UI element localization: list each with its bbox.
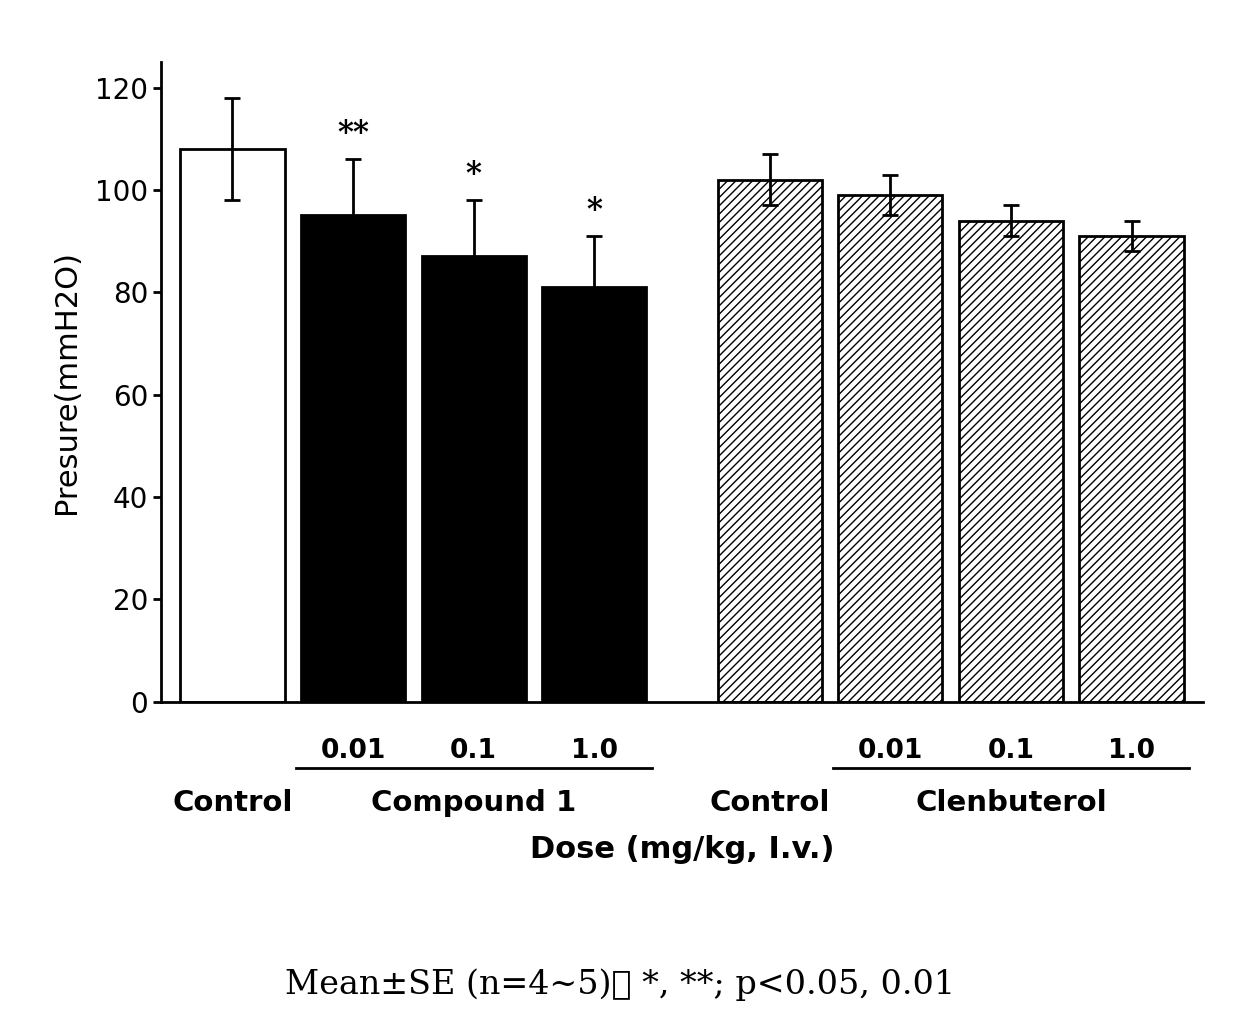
Text: *: * xyxy=(587,195,603,226)
Text: 0.01: 0.01 xyxy=(320,738,386,764)
Text: 0.1: 0.1 xyxy=(987,738,1034,764)
Text: *: * xyxy=(466,159,481,190)
Text: Control: Control xyxy=(709,788,830,816)
Text: 0.01: 0.01 xyxy=(858,738,923,764)
Bar xyxy=(1080,236,1184,702)
Bar xyxy=(838,195,942,702)
Bar xyxy=(422,256,526,702)
Text: Dose (mg/kg, I.v.): Dose (mg/kg, I.v.) xyxy=(529,835,835,864)
Bar xyxy=(301,216,405,702)
Bar xyxy=(542,287,646,702)
Y-axis label: Presure(mmH2O): Presure(mmH2O) xyxy=(52,250,81,514)
Text: 0.1: 0.1 xyxy=(450,738,497,764)
Text: 1.0: 1.0 xyxy=(570,738,618,764)
Text: Control: Control xyxy=(172,788,293,816)
Bar xyxy=(180,149,284,702)
Text: 1.0: 1.0 xyxy=(1109,738,1154,764)
Bar xyxy=(959,221,1063,702)
Text: Compound 1: Compound 1 xyxy=(371,788,577,816)
Text: Clenbuterol: Clenbuterol xyxy=(915,788,1107,816)
Bar xyxy=(718,180,822,702)
Text: **: ** xyxy=(337,118,370,149)
Text: Mean±SE (n=4~5)、 *, **; p<0.05, 0.01: Mean±SE (n=4~5)、 *, **; p<0.05, 0.01 xyxy=(285,968,955,1001)
